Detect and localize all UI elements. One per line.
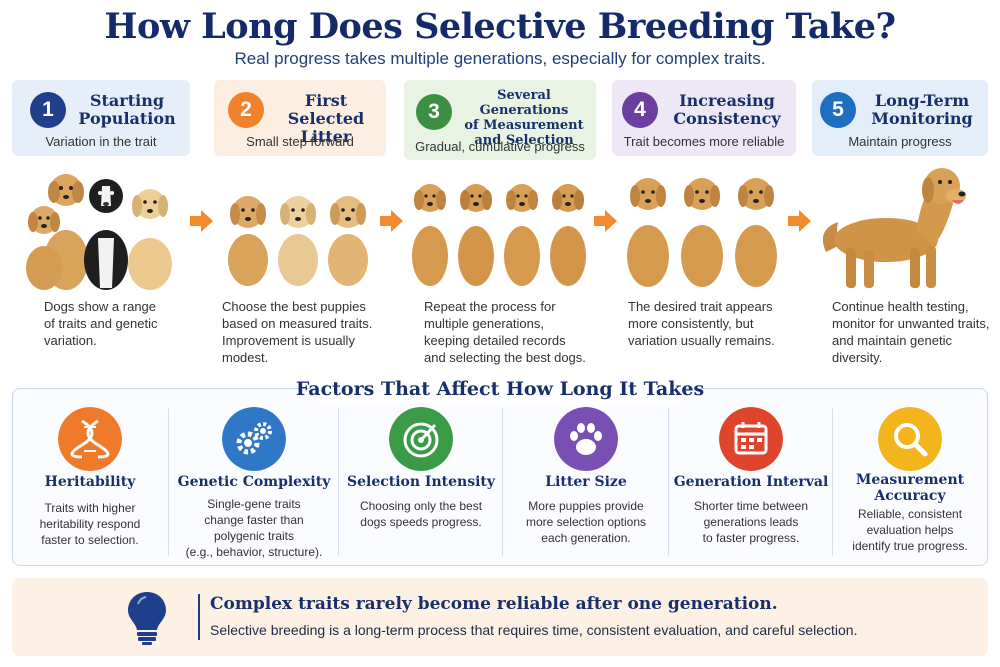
step-2-title: First Selected Litter <box>287 91 365 146</box>
step-1-title: Starting Population <box>78 91 176 128</box>
factor-generation-interval: Generation Interval Shorter time between… <box>670 404 832 562</box>
step-2-subtitle: Small step forward <box>246 134 354 149</box>
factor-litter-size: Litter Size More puppies provide more sel… <box>504 404 668 562</box>
step-3-title: Several Generations of Measurement and Sel… <box>464 88 584 148</box>
step-3-dogs-image <box>412 184 586 286</box>
step-2-description: Choose the best puppies based on measured… <box>222 299 373 365</box>
step-4-description: The desired trait appears more consistent… <box>628 299 775 348</box>
step-4-title: Increasing Consistency <box>673 91 781 128</box>
step-4-subtitle: Trait becomes more reliable <box>623 134 785 149</box>
gears-icon <box>222 407 286 471</box>
step-5-number: 5 <box>820 92 856 128</box>
step-1-subtitle: Variation in the trait <box>45 134 157 149</box>
step-1-header: 1 Starting Population Variation in the tr… <box>12 80 190 156</box>
banner-headline: Complex traits rarely become reliable af… <box>210 594 778 614</box>
lightbulb-icon <box>128 592 166 645</box>
dna-icon <box>58 407 122 471</box>
factor-measurement-accuracy: Measurement Accuracy Reliable, consistent… <box>834 404 986 562</box>
target-icon <box>389 407 453 471</box>
magnifier-icon <box>878 407 942 471</box>
step-5-header: 5 Long-Term Monitoring Maintain progress <box>812 80 988 156</box>
step-4-dogs-image <box>627 178 777 287</box>
paw-icon <box>554 407 618 471</box>
banner-text: Selective breeding is a long-term proces… <box>210 622 858 638</box>
step-3-subtitle: Gradual, cumulative progress <box>415 139 585 154</box>
step-1-dogs-image <box>26 174 172 290</box>
step-4-number: 4 <box>622 92 658 128</box>
step-5-description: Continue health testing, monitor for unwa… <box>832 299 990 365</box>
factor-genetic-complexity-description: Single-gene traits change faster than poly… <box>185 497 323 559</box>
summary-banner: Complex traits rarely become reliable af… <box>12 578 988 656</box>
calendar-icon <box>719 407 783 471</box>
page-title: How Long Does Selective Breeding Take? <box>104 6 896 47</box>
factor-litter-size-description: More puppies provide more selection optio… <box>525 499 647 545</box>
factor-generation-interval-description: Shorter time between generations leads to … <box>693 499 809 545</box>
factor-selection-intensity-description: Choosing only the best dogs speeds progre… <box>359 499 483 529</box>
step-3-number: 3 <box>416 94 452 130</box>
factor-measurement-accuracy-description: Reliable, consistent evaluation helps iden… <box>852 507 968 553</box>
factor-heritability: Heritability Traits with higher heritabil… <box>14 404 166 562</box>
factors-panel <box>12 388 988 566</box>
step-5-title: Long-Term Monitoring <box>871 91 973 128</box>
step-1-number: 1 <box>30 92 66 128</box>
step-3-description: Repeat the process for multiple generatio… <box>424 299 586 365</box>
step-1-description: Dogs show a range of traits and genetic va… <box>44 299 158 348</box>
factor-genetic-complexity: Genetic Complexity Single-gene traits cha… <box>170 404 338 562</box>
page-subtitle: Real progress takes multiple generations… <box>234 49 766 68</box>
step-2-dogs-image <box>228 196 368 286</box>
step-4-header: 4 Increasing Consistency Trait becomes mo… <box>612 80 796 156</box>
step-3-header: 3 Several Generations of Measurement and S… <box>404 80 596 160</box>
factor-selection-intensity: Selection Intensity Choosing only the be… <box>340 404 502 562</box>
step-5-subtitle: Maintain progress <box>848 134 952 149</box>
step-2-number: 2 <box>228 92 264 128</box>
factors-title: Factors That Affect How Long It Takes <box>295 378 705 400</box>
step-2-header: 2 First Selected Litter Small step forwar… <box>214 80 386 156</box>
step-5-dog-image <box>822 168 966 288</box>
factor-heritability-description: Traits with higher heritability respond fa… <box>39 501 141 547</box>
